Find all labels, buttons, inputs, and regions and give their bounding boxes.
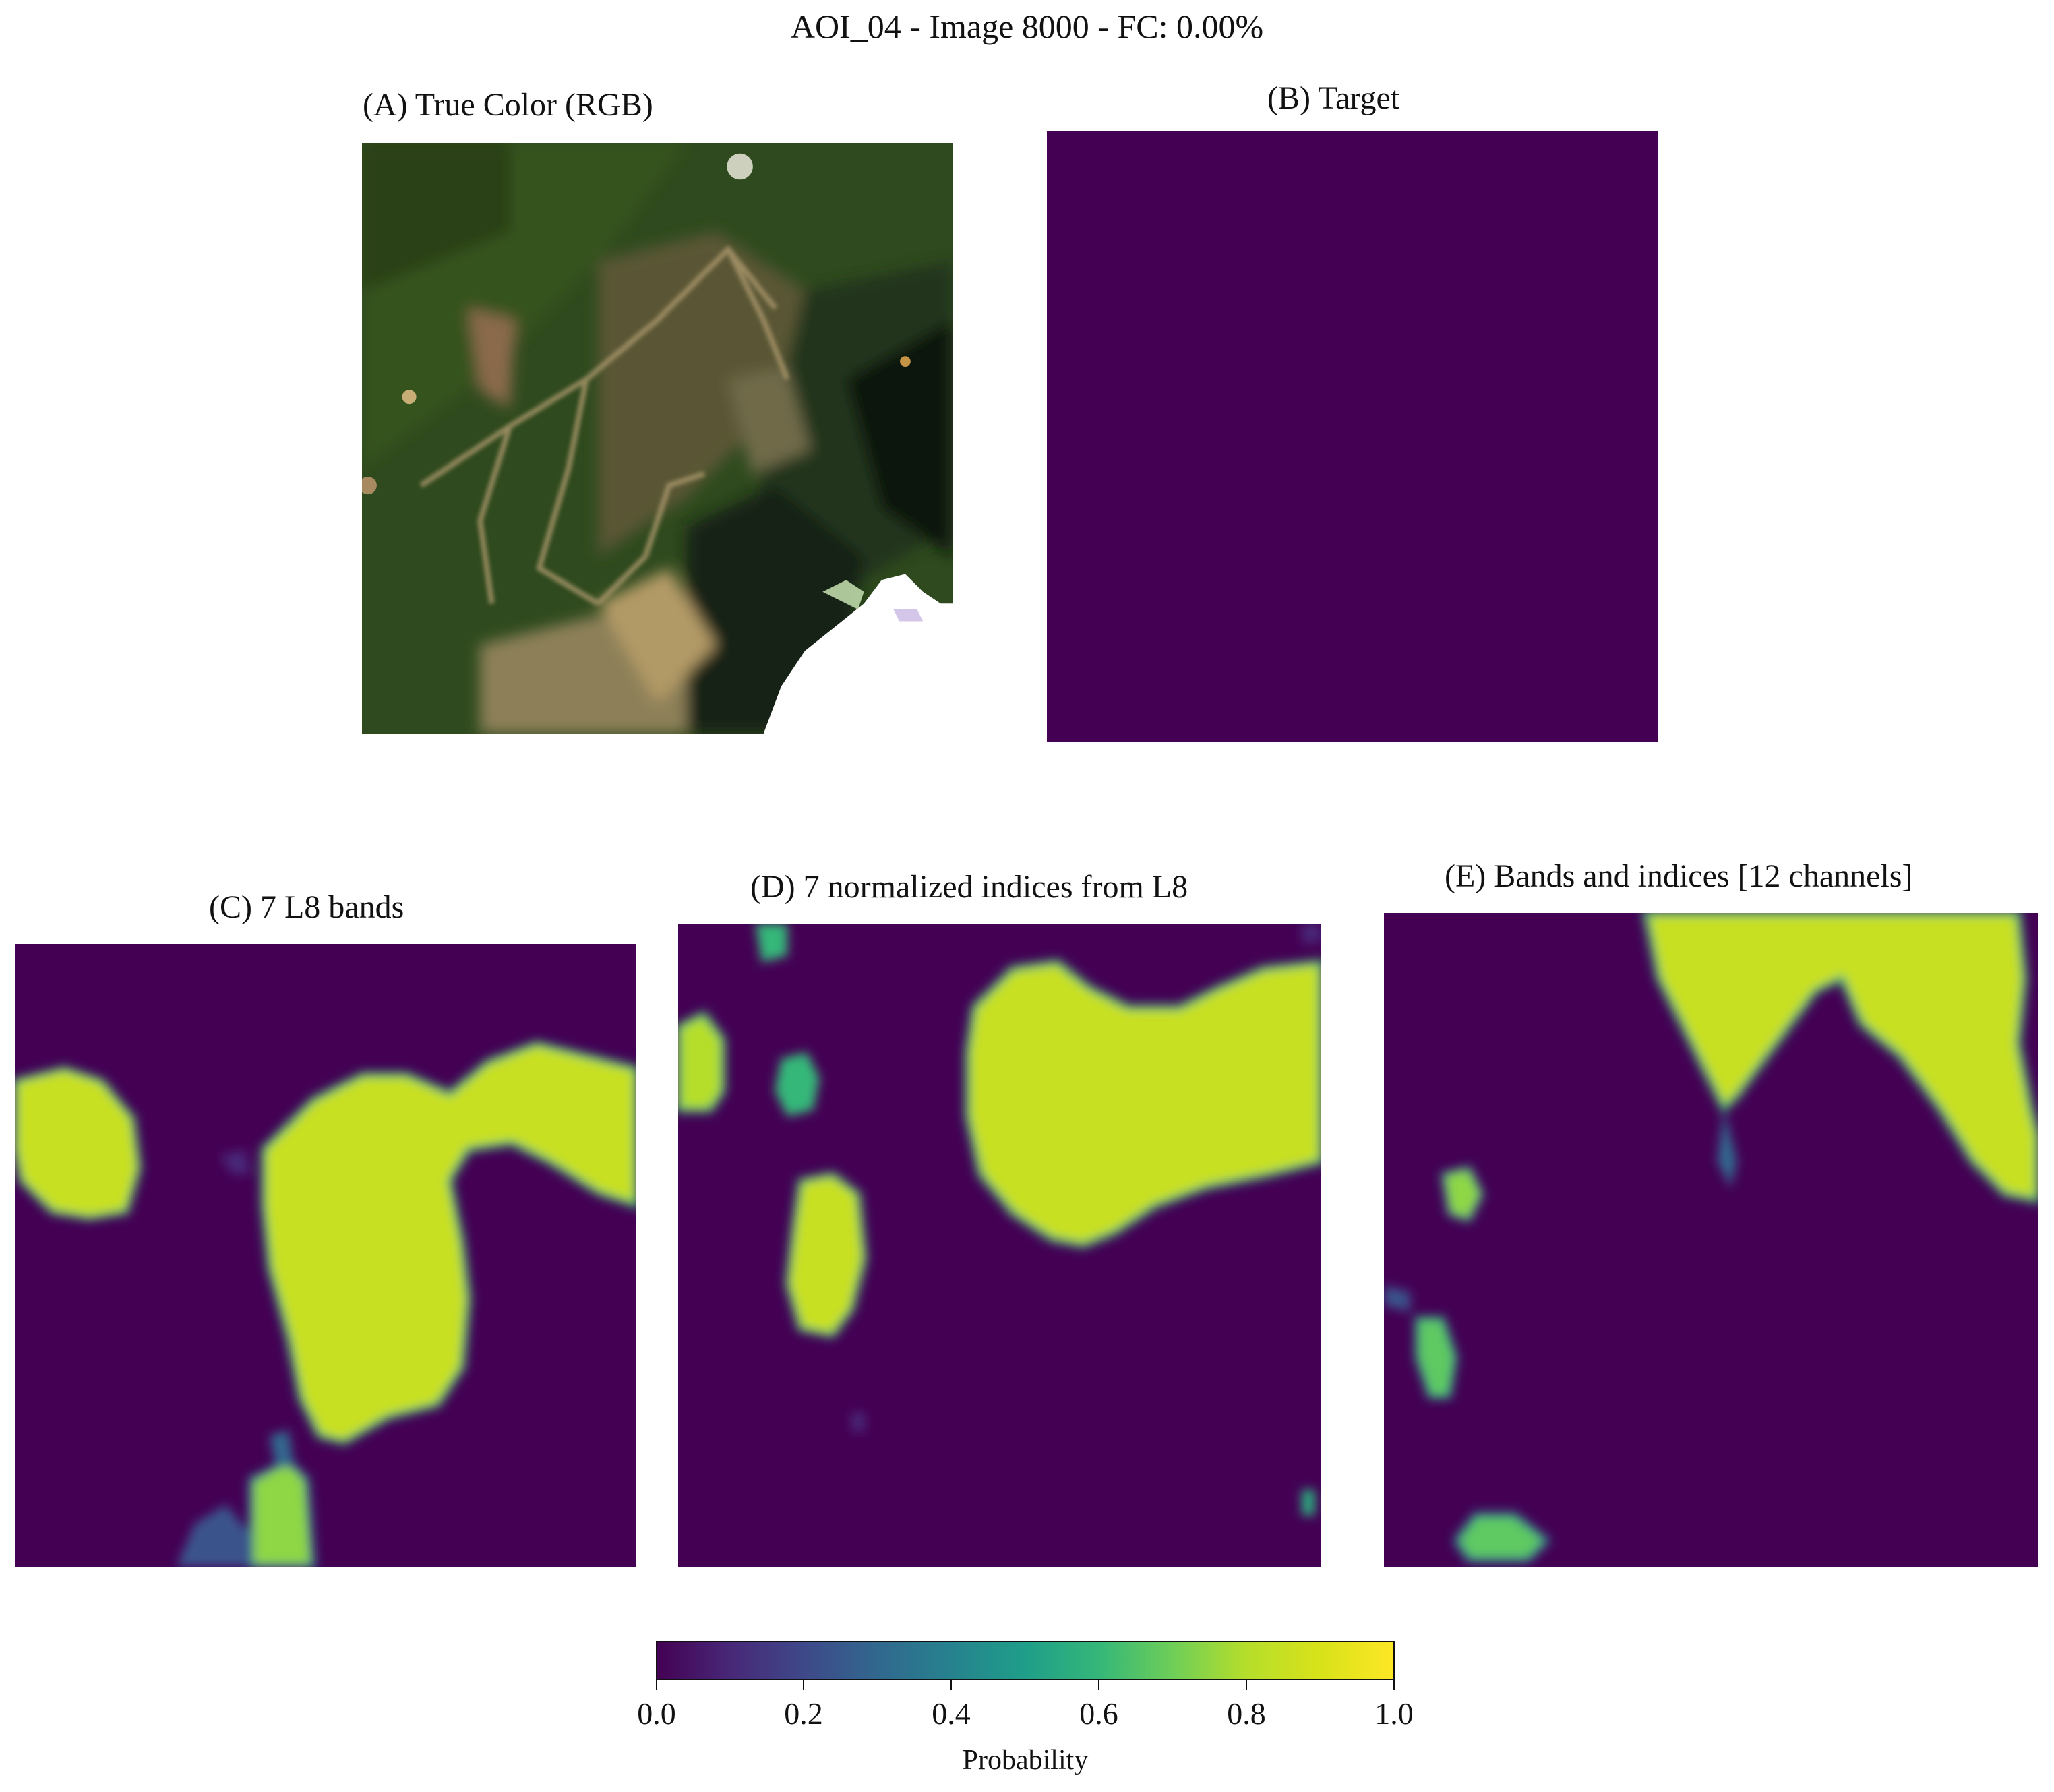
- prediction-7-l8-bands: [15, 944, 636, 1567]
- colorbar-tick: [1393, 1680, 1395, 1690]
- colorbar-tick: [1246, 1680, 1247, 1690]
- colorbar-tick-label: 0.8: [1227, 1696, 1266, 1731]
- colorbar-tick: [1098, 1680, 1099, 1690]
- prediction-12-channels: [1384, 913, 2038, 1567]
- colorbar-tick-label: 0.6: [1079, 1696, 1118, 1731]
- probability-colorbar: [656, 1641, 1395, 1680]
- panel-b-title: (B) Target: [1267, 80, 1400, 116]
- colorbar-tick-label: 0.2: [784, 1696, 823, 1731]
- panel-e-title: (E) Bands and indices [12 channels]: [1445, 858, 1913, 894]
- prediction-7-normalized-indices: [678, 924, 1321, 1567]
- colorbar-tick: [803, 1680, 804, 1690]
- panel-d-title: (D) 7 normalized indices from L8: [750, 869, 1188, 905]
- panel-a-title: (A) True Color (RGB): [363, 87, 653, 123]
- colorbar-tick: [950, 1680, 952, 1690]
- colorbar-label: Probability: [962, 1745, 1089, 1776]
- colorbar-tick: [656, 1680, 657, 1690]
- colorbar-tick-label: 0.0: [637, 1696, 676, 1731]
- colorbar-tick-label: 1.0: [1375, 1696, 1414, 1731]
- figure-title: AOI_04 - Image 8000 - FC: 0.00%: [790, 7, 1264, 45]
- true-color-image: [362, 143, 953, 734]
- target-mask: [1047, 131, 1658, 742]
- panel-c-title: (C) 7 L8 bands: [209, 889, 404, 925]
- colorbar-tick-label: 0.4: [932, 1696, 971, 1731]
